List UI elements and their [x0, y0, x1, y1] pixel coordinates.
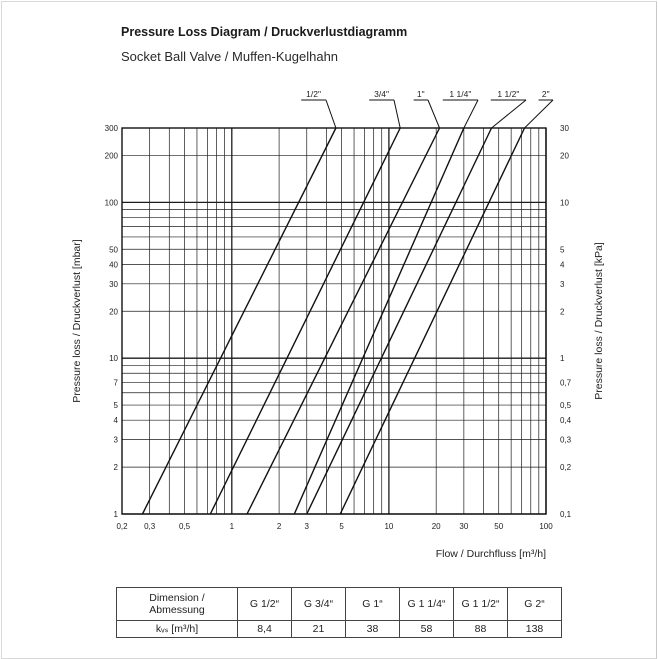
- size-cell: G 1“: [345, 587, 400, 621]
- y-tick-label-left: 200: [105, 151, 119, 160]
- y-tick-label-right: 30: [560, 124, 569, 133]
- series-line: [141, 127, 337, 515]
- series-label: 1 1/4": [449, 89, 471, 99]
- x-tick-label: 0,3: [144, 522, 156, 531]
- size-cell: G 1 1/4“: [399, 587, 454, 621]
- kvs-cell: 88: [453, 620, 508, 638]
- y-tick-label-right: 0,7: [560, 378, 572, 387]
- x-axis-label: Flow / Durchfluss [m³/h]: [436, 548, 546, 560]
- y-tick-label-right: 20: [560, 151, 569, 160]
- series-label: 1": [417, 89, 425, 99]
- y-tick-label-right: 5: [560, 245, 565, 254]
- series-line: [293, 127, 465, 515]
- x-tick-label: 0,5: [179, 522, 191, 531]
- x-tick-label: 50: [494, 522, 503, 531]
- y-tick-label-left: 7: [114, 378, 119, 387]
- dimension-header: Dimension / Abmessung: [116, 587, 238, 621]
- y-tick-label-left: 4: [114, 416, 119, 425]
- kvs-cell: 58: [399, 620, 454, 638]
- table-row-dimension: Dimension / Abmessung G 1/2“ G 3/4“ G 1“…: [116, 587, 562, 621]
- series-label: 1 1/2": [497, 89, 519, 99]
- y-tick-label-right: 1: [560, 354, 565, 363]
- y-tick-label-right: 0,3: [560, 436, 572, 445]
- y-tick-label-left: 1: [114, 510, 119, 519]
- size-cell: G 2“: [507, 587, 562, 621]
- kvs-cell: 21: [291, 620, 346, 638]
- series-line: [246, 127, 441, 515]
- y-tick-label-left: 5: [114, 401, 119, 410]
- series-label: 1/2": [306, 89, 321, 99]
- y-tick-label-left: 300: [105, 124, 119, 133]
- chart-title: Pressure Loss Diagram / Druckverlustdiag…: [121, 25, 408, 39]
- plot-frame: [121, 127, 547, 515]
- y-tick-label-left: 10: [109, 354, 118, 363]
- kvs-cell: 38: [345, 620, 400, 638]
- y-tick-label-right: 3: [560, 280, 565, 289]
- series-label: 2": [542, 89, 550, 99]
- series-leader: [325, 99, 337, 129]
- y-tick-label-right: 0,2: [560, 463, 572, 472]
- x-tick-label: 5: [339, 522, 344, 531]
- series-leader: [463, 99, 479, 129]
- series-leader: [427, 99, 440, 129]
- kvs-cell: 8,4: [237, 620, 292, 638]
- y-tick-label-right: 4: [560, 260, 565, 269]
- size-cell: G 1/2“: [237, 587, 292, 621]
- size-cell: G 1 1/2“: [453, 587, 508, 621]
- series-line: [306, 127, 493, 515]
- kvs-header: kᵥₛ [m³/h]: [116, 620, 238, 638]
- y-tick-label-left: 20: [109, 307, 118, 316]
- x-tick-label: 100: [539, 522, 553, 531]
- series-leader: [393, 99, 401, 129]
- y-axis-label-right: Pressure loss / Druckverlust [kPa]: [593, 242, 605, 400]
- y-tick-label-right: 0,1: [560, 510, 572, 519]
- y-tick-label-right: 10: [560, 198, 569, 207]
- chart-subtitle: Socket Ball Valve / Muffen-Kugelhahn: [121, 49, 339, 64]
- x-tick-label: 10: [384, 522, 393, 531]
- x-tick-label: 0,2: [116, 522, 128, 531]
- y-tick-label-right: 2: [560, 307, 565, 316]
- x-tick-label: 20: [432, 522, 441, 531]
- y-tick-label-left: 2: [114, 463, 119, 472]
- x-tick-label: 3: [305, 522, 310, 531]
- kvs-cell: 138: [507, 620, 562, 638]
- series-line: [209, 127, 401, 515]
- y-tick-label-left: 100: [105, 198, 119, 207]
- y-tick-label-left: 40: [109, 260, 118, 269]
- y-tick-label-left: 3: [114, 436, 119, 445]
- size-cell: G 3/4“: [291, 587, 346, 621]
- x-tick-label: 2: [277, 522, 282, 531]
- y-tick-label-right: 0,5: [560, 401, 572, 410]
- kvs-table: Dimension / Abmessung G 1/2“ G 3/4“ G 1“…: [116, 587, 562, 638]
- series-leader: [524, 99, 554, 129]
- pressure-loss-chart: 0,2 0,3 0,5 1 2 3 5 10 20 30 50 1001234571020304050…: [71, 89, 605, 560]
- y-tick-label-right: 0,4: [560, 416, 572, 425]
- series-line: [339, 127, 526, 515]
- series-leader: [491, 99, 527, 129]
- y-axis-label-left: Pressure loss / Druckverlust [mbar]: [71, 239, 83, 402]
- y-tick-label-left: 50: [109, 245, 118, 254]
- table-row-kvs: kᵥₛ [m³/h] 8,4 21 38 58 88 138: [116, 620, 562, 638]
- y-tick-label-left: 30: [109, 280, 118, 289]
- series-label: 3/4": [374, 89, 389, 99]
- x-tick-label: 1: [230, 522, 235, 531]
- x-tick-label: 30: [459, 522, 468, 531]
